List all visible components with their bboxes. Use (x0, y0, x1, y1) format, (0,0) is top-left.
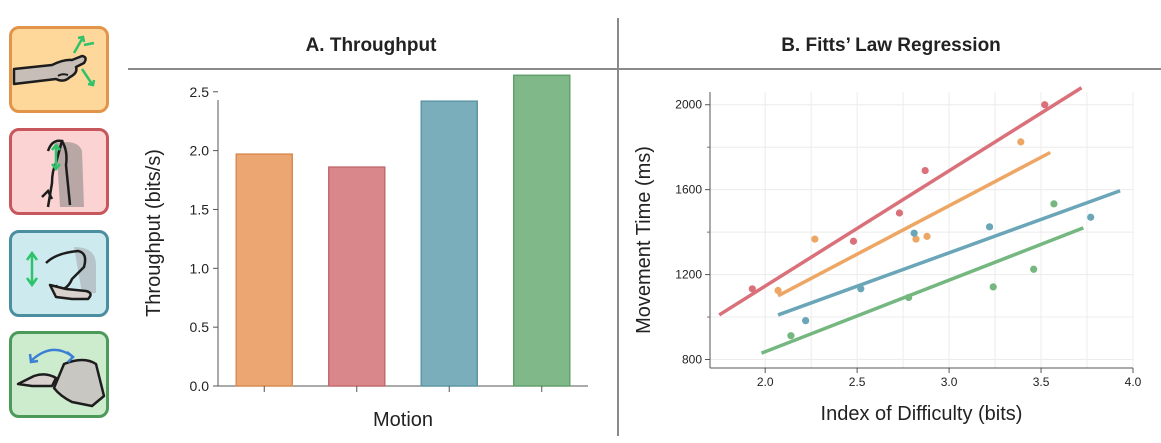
x-axis-label: Motion (373, 409, 433, 431)
y-axis-label: Movement Time (ms) (633, 146, 655, 334)
y-tick-label: 2.5 (190, 84, 210, 100)
data-point (910, 229, 918, 237)
regression-line (718, 86, 1083, 317)
regression-line (777, 189, 1121, 317)
y-tick-label: 800 (682, 353, 702, 367)
data-point (985, 223, 994, 231)
data-point (921, 166, 929, 175)
data-point (774, 286, 782, 295)
y-tick-label: 1.0 (190, 260, 210, 276)
data-point (1017, 138, 1025, 146)
data-point (1087, 213, 1095, 221)
y-tick-label: 0.5 (190, 319, 210, 335)
x-tick-label: 2.0 (757, 375, 774, 389)
panel-divider (617, 18, 619, 436)
x-axis-label: Index of Difficulty (bits) (821, 403, 1023, 425)
y-tick-label: 2000 (675, 98, 702, 112)
panel-b-title: B. Fitts’ Law Regression (781, 35, 1001, 56)
regression-line (760, 226, 1084, 355)
bar (328, 166, 386, 387)
y-tick-label: 1600 (675, 183, 702, 197)
arm-sweep-icon (16, 348, 106, 408)
bar (235, 153, 293, 387)
data-point (923, 232, 931, 240)
data-point (905, 293, 913, 302)
bar (513, 74, 571, 387)
data-point (811, 235, 819, 243)
elbow-flexion-card (9, 128, 109, 215)
y-tick-label: 1200 (675, 268, 702, 282)
data-point (912, 235, 920, 243)
panel-a-title: A. Throughput (305, 35, 437, 56)
forearm-lift-card (9, 230, 109, 317)
elbow-flexion-icon (41, 139, 84, 208)
y-tick-label: 1.5 (190, 201, 210, 217)
data-point (857, 285, 865, 293)
wrist-rotation-icon (12, 35, 96, 87)
y-tick-label: 2.0 (190, 143, 210, 159)
data-point (989, 283, 997, 291)
y-tick-label: 0.0 (190, 378, 210, 394)
data-point (748, 285, 756, 293)
data-point (1050, 200, 1058, 208)
data-point (1041, 101, 1049, 109)
data-point (1030, 265, 1038, 273)
x-tick-label: 3.0 (941, 375, 958, 389)
header-divider (128, 68, 1161, 70)
bar (420, 100, 478, 387)
x-tick-label: 3.5 (1033, 375, 1050, 389)
data-point (895, 209, 904, 217)
forearm-lift-icon (25, 247, 96, 301)
regression-line (777, 150, 1052, 298)
y-axis-label: Throughput (bits/s) (143, 149, 165, 317)
wrist-rotation-card (9, 26, 109, 113)
arm-sweep-card (9, 331, 109, 418)
data-point (787, 332, 795, 340)
x-tick-label: 4.0 (1125, 375, 1142, 389)
data-point (802, 317, 810, 325)
data-point (849, 237, 858, 245)
x-tick-label: 2.5 (849, 375, 866, 389)
